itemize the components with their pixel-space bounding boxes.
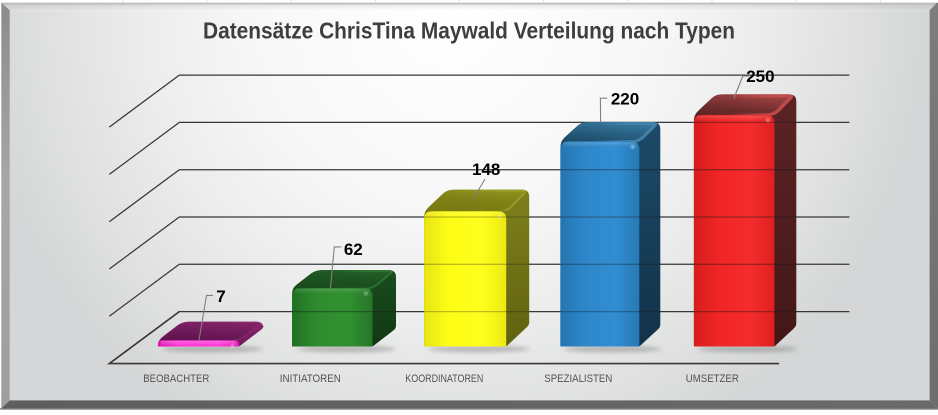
- svg-text:BEOBACHTER: BEOBACHTER: [143, 373, 209, 385]
- svg-text:220: 220: [611, 90, 639, 109]
- svg-text:Datensätze ChrisTina Maywald V: Datensätze ChrisTina Maywald Verteilung …: [203, 18, 735, 44]
- svg-text:250: 250: [746, 67, 774, 86]
- svg-text:62: 62: [344, 240, 363, 259]
- svg-text:148: 148: [472, 160, 500, 179]
- svg-text:7: 7: [216, 287, 225, 306]
- svg-text:KOORDINATOREN: KOORDINATOREN: [405, 373, 483, 385]
- svg-text:SPEZIALISTEN: SPEZIALISTEN: [544, 373, 612, 385]
- svg-text:UMSETZER: UMSETZER: [686, 373, 739, 385]
- svg-text:INITIATOREN: INITIATOREN: [280, 373, 341, 385]
